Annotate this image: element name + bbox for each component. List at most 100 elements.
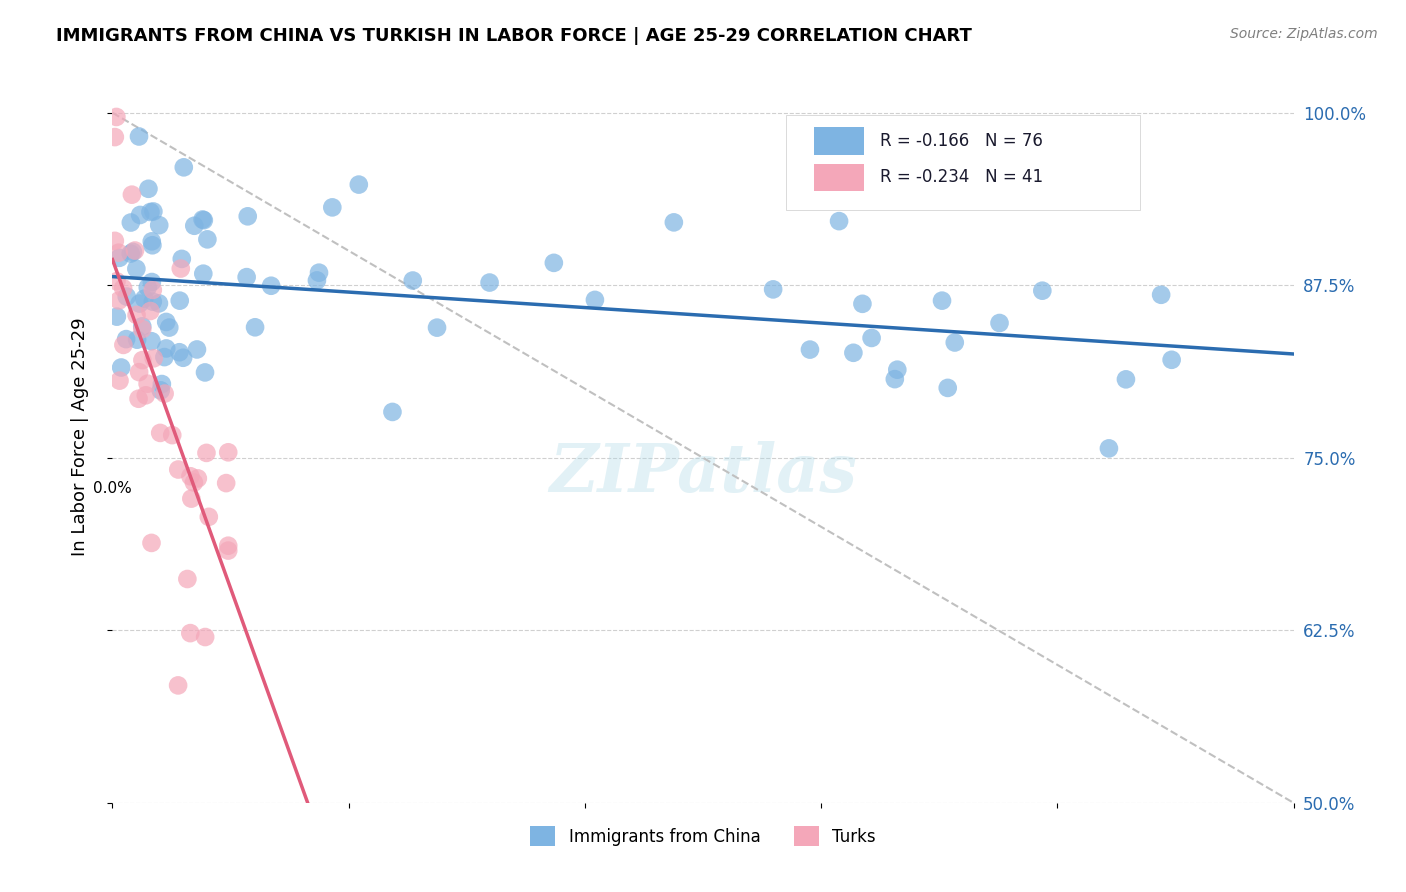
Point	[180, 491, 202, 506]
Point	[799, 343, 821, 357]
Point	[138, 182, 160, 196]
Point	[134, 292, 156, 306]
Point	[108, 293, 131, 308]
Point	[308, 266, 330, 280]
Point	[179, 626, 201, 640]
Point	[321, 200, 343, 214]
Point	[128, 392, 150, 406]
Point	[105, 110, 128, 124]
Y-axis label: In Labor Force | Age 25-29: In Labor Force | Age 25-29	[70, 318, 89, 557]
Point	[128, 129, 150, 144]
Point	[122, 244, 145, 259]
Point	[931, 293, 953, 308]
Legend: Immigrants from China, Turks: Immigrants from China, Turks	[523, 820, 883, 853]
Point	[883, 372, 905, 386]
Point	[149, 384, 172, 398]
Point	[108, 374, 131, 388]
Point	[381, 405, 404, 419]
Point	[170, 261, 193, 276]
Point	[860, 331, 883, 345]
Point	[142, 204, 165, 219]
Text: R = -0.234   N = 41: R = -0.234 N = 41	[880, 169, 1043, 186]
Point	[943, 335, 966, 350]
Point	[194, 630, 217, 644]
Point	[125, 261, 148, 276]
Point	[104, 130, 127, 145]
Point	[183, 475, 205, 490]
Point	[478, 276, 501, 290]
Point	[153, 386, 176, 401]
Point	[155, 342, 177, 356]
Point	[120, 246, 142, 260]
Point	[139, 205, 162, 219]
Point	[135, 388, 157, 402]
Point	[988, 316, 1011, 330]
Point	[108, 251, 131, 265]
Point	[136, 280, 159, 294]
Text: R = -0.166   N = 76: R = -0.166 N = 76	[880, 132, 1043, 150]
Point	[193, 213, 215, 227]
Point	[112, 281, 135, 295]
Point	[170, 252, 193, 266]
Point	[128, 296, 150, 310]
Point	[105, 274, 128, 288]
Point	[217, 539, 239, 553]
Point	[141, 238, 163, 252]
Point	[172, 351, 194, 365]
Point	[124, 244, 146, 258]
Point	[176, 572, 198, 586]
Point	[1160, 352, 1182, 367]
Point	[842, 346, 865, 360]
Point	[886, 362, 908, 376]
Text: Source: ZipAtlas.com: Source: ZipAtlas.com	[1230, 27, 1378, 41]
Point	[115, 289, 138, 303]
Point	[141, 334, 163, 349]
Point	[129, 208, 152, 222]
Point	[169, 293, 191, 308]
Point	[183, 219, 205, 233]
Point	[936, 381, 959, 395]
Point	[169, 345, 191, 359]
Point	[243, 320, 266, 334]
FancyBboxPatch shape	[786, 115, 1140, 211]
Point	[191, 212, 214, 227]
Point	[543, 256, 565, 270]
Point	[1115, 372, 1137, 386]
Point	[583, 293, 606, 307]
Point	[305, 273, 328, 287]
Point	[141, 275, 163, 289]
Point	[426, 320, 449, 334]
Point	[112, 338, 135, 352]
FancyBboxPatch shape	[814, 163, 863, 191]
Point	[110, 360, 132, 375]
Point	[120, 215, 142, 229]
Point	[150, 377, 173, 392]
Point	[260, 278, 283, 293]
Point	[131, 322, 153, 336]
Point	[131, 353, 153, 368]
Point	[136, 376, 159, 391]
Point	[217, 543, 239, 558]
Point	[194, 366, 217, 380]
Point	[155, 315, 177, 329]
Point	[125, 308, 148, 322]
Point	[104, 234, 127, 248]
Point	[105, 310, 128, 324]
Point	[121, 187, 143, 202]
Point	[162, 428, 184, 442]
Point	[149, 425, 172, 440]
Point	[193, 267, 215, 281]
Point	[235, 270, 257, 285]
Point	[402, 273, 425, 287]
Point	[1031, 284, 1053, 298]
Point	[142, 283, 165, 297]
Point	[141, 536, 163, 550]
Point	[197, 232, 219, 246]
Point	[236, 210, 259, 224]
Point	[148, 296, 170, 310]
Point	[179, 469, 201, 483]
Point	[1150, 287, 1173, 301]
Point	[198, 509, 221, 524]
Point	[851, 297, 873, 311]
Point	[167, 678, 190, 692]
